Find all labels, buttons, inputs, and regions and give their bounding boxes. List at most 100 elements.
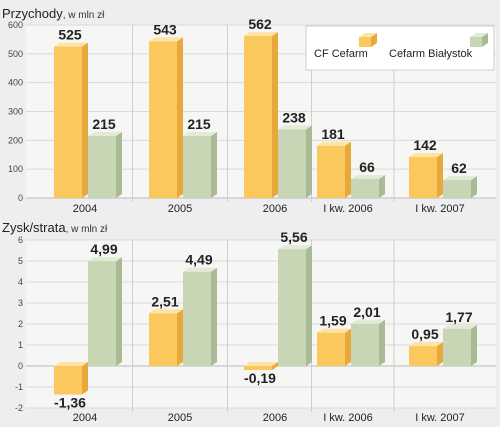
revenue-bar-cf-cefarm-i-kw-2006: [317, 141, 351, 198]
profit-bar-cf-cefarm-i-kw-2007-face: [409, 346, 437, 366]
revenue-x-tick-label: 2005: [168, 203, 192, 215]
profit-bar-cefarm-bia-ystok-i-kw-2006-top: [351, 319, 385, 324]
revenue-bar-cefarm-bia-ystok-2005-value-label: 215: [187, 116, 211, 132]
legend-label-cefarm-bialystok: Cefarm Białystok: [389, 48, 473, 60]
revenue-bar-cf-cefarm-2005-side: [177, 37, 183, 199]
profit-bar-cf-cefarm-2004-top: [54, 362, 88, 366]
profit-bar-cefarm-bia-ystok-2005-value-label: 4,49: [185, 252, 212, 268]
profit-bar-cf-cefarm-2005-top: [149, 309, 183, 314]
profit-bar-cf-cefarm-2006-top: [244, 362, 278, 366]
profit-x-tick-label: 2005: [168, 412, 192, 424]
profit-y-tick-label: 4: [18, 277, 23, 287]
revenue-bar-cf-cefarm-2004-side: [82, 42, 88, 198]
revenue-x-tick-label: 2006: [263, 203, 287, 215]
revenue-bar-cf-cefarm-i-kw-2007-face: [409, 157, 437, 198]
revenue-bar-cefarm-bia-ystok-2004-top: [88, 132, 122, 137]
revenue-bar-cf-cefarm-2004-top: [54, 42, 88, 47]
profit-y-tick-label: 5: [18, 256, 23, 266]
legend-swatch-cefarm-bialystok-cube-face: [470, 37, 482, 47]
legend-swatch-cf-cefarm-cube-top: [359, 33, 377, 37]
profit-bar-cf-cefarm-2004-face: [54, 366, 82, 395]
profit-chart: Zysk/strata, w mln zł -2 -1 0 1 2 3 4 5 6 -1,36 4…: [2, 220, 496, 424]
profit-bar-cefarm-bia-ystok-i-kw-2007-top: [443, 324, 477, 329]
profit-bar-cf-cefarm-2006: [244, 362, 278, 370]
profit-bar-cefarm-bia-ystok-2005: [183, 267, 217, 366]
legend-swatch-cf-cefarm-cube-side: [371, 33, 377, 47]
profit-x-axis: 2004 2005 2006 I kw. 2006 I kw. 2007: [73, 412, 465, 424]
revenue-bar-cefarm-bia-ystok-2006-side: [306, 125, 312, 198]
revenue-y-tick-label: 400: [8, 78, 23, 88]
revenue-bar-cefarm-bia-ystok-i-kw-2007: [443, 176, 477, 198]
profit-bar-cefarm-bia-ystok-2004-face: [88, 261, 116, 366]
profit-bar-cefarm-bia-ystok-i-kw-2007: [443, 324, 477, 366]
legend-label-cf-cefarm: CF Cefarm: [314, 48, 368, 60]
profit-bar-cf-cefarm-i-kw-2006: [317, 328, 351, 366]
profit-bar-cefarm-bia-ystok-i-kw-2007-value-label: 1,77: [445, 309, 472, 325]
revenue-title-line: Przychody, w mln zł: [2, 6, 105, 21]
revenue-y-tick-label: 0: [18, 193, 23, 203]
revenue-bar-cefarm-bia-ystok-i-kw-2006-side: [379, 174, 385, 198]
profit-bar-cf-cefarm-2005-value-label: 2,51: [151, 293, 178, 309]
profit-bar-cf-cefarm-i-kw-2006-top: [317, 328, 351, 333]
revenue-bar-cefarm-bia-ystok-i-kw-2007-top: [443, 176, 477, 181]
profit-bar-cefarm-bia-ystok-i-kw-2006: [351, 319, 385, 366]
revenue-bar-cf-cefarm-2006: [244, 31, 278, 199]
revenue-y-tick-label: 300: [8, 107, 23, 117]
profit-bar-cf-cefarm-2005: [149, 309, 183, 366]
legend-swatch-cf-cefarm-cube-face: [359, 37, 371, 47]
profit-bar-cf-cefarm-i-kw-2007-side: [437, 342, 443, 366]
revenue-bar-cefarm-bia-ystok-i-kw-2006-top: [351, 174, 385, 179]
profit-unit: , w mln zł: [66, 224, 108, 235]
profit-bar-cf-cefarm-i-kw-2007-value-label: 0,95: [411, 326, 438, 342]
revenue-chart: Przychody, w mln zł 0100200300400500600 …: [2, 6, 496, 215]
legend: CF Cefarm Cefarm Białystok: [305, 25, 495, 71]
revenue-x-tick-label: 2004: [73, 203, 97, 215]
revenue-bar-cefarm-bia-ystok-2006-face: [278, 129, 306, 198]
profit-bar-cf-cefarm-2006-value-label: -0,19: [244, 370, 276, 386]
revenue-bar-cf-cefarm-2006-face: [244, 35, 272, 198]
profit-x-tick-label: 2006: [263, 412, 287, 424]
profit-y-axis: -2 -1 0 1 2 3 4 5 6: [15, 235, 23, 413]
profit-bar-cf-cefarm-2005-side: [177, 309, 183, 366]
profit-bar-cf-cefarm-i-kw-2007: [409, 342, 443, 366]
profit-bar-cefarm-bia-ystok-2004-value-label: 4,99: [90, 241, 117, 257]
profit-bar-cefarm-bia-ystok-2006-side: [306, 245, 312, 366]
revenue-bar-cefarm-bia-ystok-i-kw-2007-value-label: 62: [451, 160, 467, 176]
profit-bar-cefarm-bia-ystok-2004: [88, 257, 122, 366]
revenue-bar-cf-cefarm-i-kw-2007-top: [409, 153, 443, 158]
profit-bar-cefarm-bia-ystok-2005-top: [183, 267, 217, 272]
profit-x-tick-label: 2004: [73, 412, 97, 424]
profit-value-labels: -1,36 4,99 2,51 4,49 -0,19 5,56 1,59 2,01 0,95 1,…: [54, 229, 473, 410]
revenue-bar-cefarm-bia-ystok-i-kw-2007-face: [443, 180, 471, 198]
revenue-unit: , w mln zł: [63, 10, 105, 21]
legend-swatch-cf-cefarm: [359, 33, 377, 47]
profit-bar-cf-cefarm-2006-side: [272, 362, 278, 370]
profit-title: Zysk/strata: [2, 220, 66, 235]
profit-bar-cefarm-bia-ystok-i-kw-2006-face: [351, 323, 379, 366]
revenue-bar-cefarm-bia-ystok-i-kw-2006-face: [351, 178, 379, 198]
profit-bar-cefarm-bia-ystok-i-kw-2006-value-label: 2,01: [353, 304, 380, 320]
profit-bar-cf-cefarm-i-kw-2007-top: [409, 342, 443, 347]
profit-bar-cefarm-bia-ystok-i-kw-2006-side: [379, 319, 385, 366]
profit-bar-cf-cefarm-2006-face: [244, 366, 272, 370]
revenue-title: Przychody: [2, 6, 63, 21]
revenue-value-labels: 525 215 543 215 562 238 181 66 142 62: [58, 16, 467, 176]
profit-bar-cf-cefarm-2004: [54, 362, 88, 395]
revenue-bar-cefarm-bia-ystok-i-kw-2006: [351, 174, 385, 198]
revenue-bar-cf-cefarm-2005-value-label: 543: [153, 21, 177, 37]
profit-bar-cf-cefarm-i-kw-2006-value-label: 1,59: [319, 313, 346, 329]
revenue-bar-cf-cefarm-i-kw-2006-face: [317, 145, 345, 198]
revenue-bar-cefarm-bia-ystok-2006-value-label: 238: [282, 109, 306, 125]
revenue-bar-cf-cefarm-i-kw-2007-value-label: 142: [413, 137, 437, 153]
revenue-x-tick-label: I kw. 2007: [415, 203, 465, 215]
profit-y-tick-label: 3: [18, 298, 23, 308]
profit-bar-cf-cefarm-2004-side: [82, 362, 88, 395]
revenue-y-tick-label: 200: [8, 135, 23, 145]
profit-y-tick-label: 0: [18, 361, 23, 371]
revenue-bar-cf-cefarm-2005-face: [149, 41, 177, 199]
revenue-x-axis: 2004 2005 2006 I kw. 2006 I kw. 2007: [73, 203, 465, 215]
revenue-bar-cf-cefarm-i-kw-2006-top: [317, 141, 351, 146]
revenue-y-axis: 0 100 200 300 400 500 600: [8, 20, 23, 203]
profit-y-tick-label: 1: [18, 340, 23, 350]
